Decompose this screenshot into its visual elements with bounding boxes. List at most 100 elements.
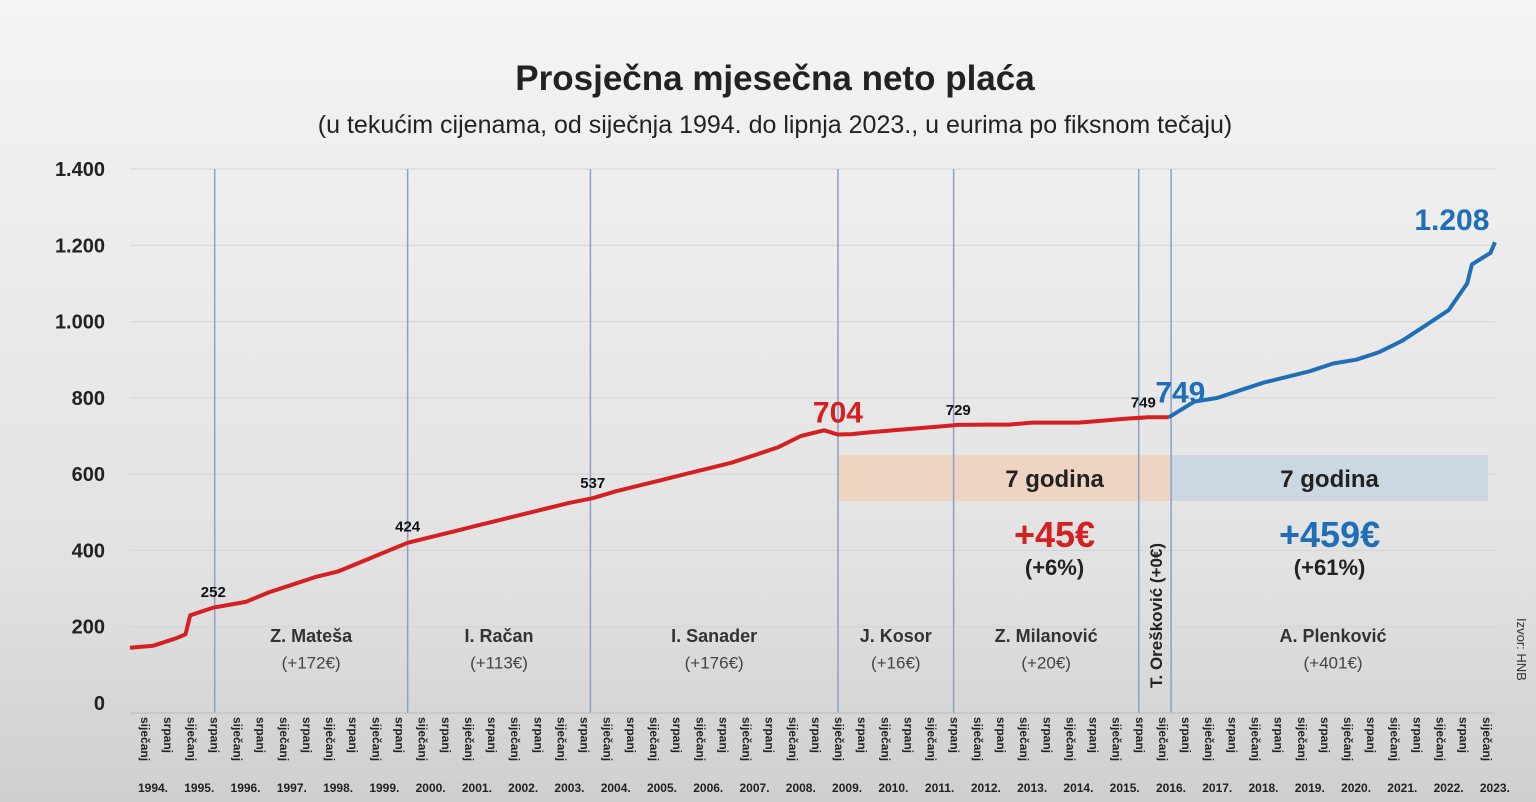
month-label: srpanj bbox=[624, 717, 638, 753]
month-label: srpanj bbox=[809, 717, 823, 753]
month-label: siječanj bbox=[1156, 717, 1170, 761]
comparison-pct: (+6%) bbox=[1025, 555, 1084, 580]
month-label: srpanj bbox=[300, 717, 314, 753]
month-label: siječanj bbox=[1063, 717, 1077, 761]
labels: Z. Mateša (+172€) I. Račan (+113€) I. Sanade… bbox=[201, 204, 1490, 688]
year-label: 2004. bbox=[601, 781, 631, 795]
month-label: siječanj bbox=[508, 717, 522, 761]
month-label: siječanj bbox=[1341, 717, 1355, 761]
year-label: 2000. bbox=[416, 781, 446, 795]
data-label: 704 bbox=[813, 396, 863, 429]
month-label: siječanj bbox=[1480, 717, 1494, 761]
month-label: srpanj bbox=[161, 717, 175, 753]
month-label: siječanj bbox=[1387, 717, 1401, 761]
x-axis: siječanj srpanj 1994. siječanj srpanj 1995. si… bbox=[130, 712, 1510, 795]
government-name: Z. Milanović bbox=[995, 626, 1098, 646]
month-label: srpanj bbox=[948, 717, 962, 753]
comparison-box bbox=[1171, 455, 1489, 501]
chart-subtitle: (u tekućim cijenama, od siječnja 1994. d… bbox=[318, 111, 1232, 139]
month-label: srpanj bbox=[1457, 717, 1471, 753]
year-label: 1999. bbox=[369, 781, 399, 795]
month-label: siječanj bbox=[1110, 717, 1124, 761]
year-label: 1994. bbox=[138, 781, 168, 795]
year-label: 2023. bbox=[1480, 781, 1510, 795]
government-name: Z. Mateša bbox=[270, 626, 353, 646]
year-label: 1998. bbox=[323, 781, 353, 795]
government-change: (+172€) bbox=[282, 654, 341, 673]
month-label: srpanj bbox=[763, 717, 777, 753]
month-label: srpanj bbox=[254, 717, 268, 753]
month-label: siječanj bbox=[832, 717, 846, 761]
source-note: Izvor: HNB bbox=[1514, 618, 1529, 681]
month-label: siječanj bbox=[693, 717, 707, 761]
y-tick-label: 800 bbox=[72, 388, 105, 410]
series-line-blue bbox=[1167, 241, 1497, 420]
month-label: siječanj bbox=[1017, 717, 1031, 761]
oreskovic-label: T. Orešković (+0€) bbox=[1147, 543, 1166, 688]
month-label: srpanj bbox=[901, 717, 915, 753]
month-label: srpanj bbox=[716, 717, 730, 753]
month-label: srpanj bbox=[1364, 717, 1378, 753]
data-label: 537 bbox=[580, 475, 605, 492]
government-name: J. Kosor bbox=[860, 626, 932, 646]
year-label: 2020. bbox=[1341, 781, 1371, 795]
month-label: siječanj bbox=[1434, 717, 1448, 761]
month-label: siječanj bbox=[740, 717, 754, 761]
year-label: 2011. bbox=[925, 781, 954, 795]
month-label: siječanj bbox=[786, 717, 800, 761]
comparison-box bbox=[837, 455, 1172, 501]
month-label: siječanj bbox=[601, 717, 615, 761]
month-label: siječanj bbox=[925, 717, 939, 761]
month-label: siječanj bbox=[184, 717, 198, 761]
month-label: siječanj bbox=[231, 717, 245, 761]
y-tick-label: 600 bbox=[72, 464, 105, 486]
y-tick-label: 1.400 bbox=[55, 159, 105, 181]
month-label: siječanj bbox=[1249, 717, 1263, 761]
government-change: (+16€) bbox=[871, 654, 921, 673]
month-label: siječanj bbox=[647, 717, 661, 761]
month-label: srpanj bbox=[1087, 717, 1101, 753]
month-label: siječanj bbox=[1295, 717, 1309, 761]
month-label: srpanj bbox=[1318, 717, 1332, 753]
data-label: 729 bbox=[946, 402, 971, 419]
year-label: 2009. bbox=[832, 781, 862, 795]
month-label: srpanj bbox=[1133, 717, 1147, 753]
month-label: srpanj bbox=[207, 717, 221, 753]
month-label: siječanj bbox=[323, 717, 337, 761]
year-label: 2018. bbox=[1248, 781, 1278, 795]
month-label: srpanj bbox=[346, 717, 360, 753]
month-label: srpanj bbox=[439, 717, 453, 753]
y-tick-label: 0 bbox=[94, 693, 105, 715]
month-label: siječanj bbox=[462, 717, 476, 761]
year-label: 2015. bbox=[1110, 781, 1140, 795]
comparison-delta: +459€ bbox=[1279, 514, 1380, 555]
month-label: srpanj bbox=[578, 717, 592, 753]
month-label: srpanj bbox=[392, 717, 406, 753]
series-line-red bbox=[129, 415, 1169, 650]
government-change: (+113€) bbox=[470, 654, 528, 673]
comparison-delta: +45€ bbox=[1014, 514, 1095, 555]
month-label: srpanj bbox=[1040, 717, 1054, 753]
year-label: 2021. bbox=[1387, 781, 1417, 795]
data-label: 749 bbox=[1155, 376, 1205, 409]
month-label: siječanj bbox=[416, 717, 430, 761]
government-change: (+176€) bbox=[685, 654, 744, 673]
year-label: 2006. bbox=[693, 781, 723, 795]
year-label: 2019. bbox=[1295, 781, 1325, 795]
government-change: (+20€) bbox=[1021, 654, 1071, 673]
month-label: srpanj bbox=[994, 717, 1008, 753]
month-label: srpanj bbox=[1272, 717, 1286, 753]
year-label: 1997. bbox=[277, 781, 307, 795]
y-tick-label: 200 bbox=[72, 617, 105, 639]
year-label: 1996. bbox=[231, 781, 261, 795]
year-label: 2003. bbox=[554, 781, 584, 795]
comparison-pct: (+61%) bbox=[1294, 555, 1366, 580]
series-lines bbox=[129, 241, 1497, 650]
month-label: srpanj bbox=[855, 717, 869, 753]
month-label: siječanj bbox=[369, 717, 383, 761]
year-label: 2001. bbox=[462, 781, 492, 795]
year-label: 2014. bbox=[1063, 781, 1093, 795]
month-label: siječanj bbox=[878, 717, 892, 761]
data-label: 424 bbox=[395, 518, 421, 535]
